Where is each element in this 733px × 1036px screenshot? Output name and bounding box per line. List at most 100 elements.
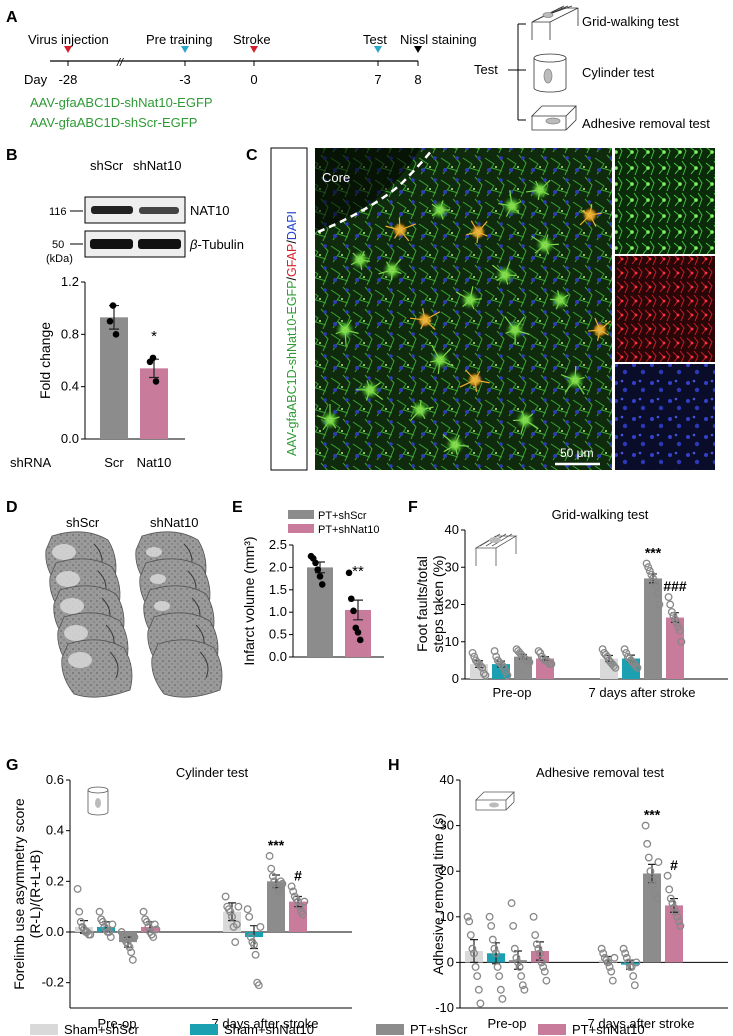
- mw-marker-116: 116: [49, 206, 67, 218]
- y-tick-label: 0.8: [61, 326, 79, 341]
- data-point: [139, 907, 148, 916]
- data-point: [663, 871, 672, 880]
- y-tick-label: 0.6: [46, 772, 64, 787]
- astrocyte-process: [338, 321, 346, 331]
- y-tick-label: 0.4: [46, 823, 64, 838]
- y-tick-label: 0: [447, 954, 454, 969]
- astrocyte-process: [322, 419, 331, 431]
- data-point: [287, 882, 296, 891]
- data-point: [525, 658, 534, 667]
- timeline-event-label: Pre training: [146, 32, 212, 47]
- data-point: [671, 908, 680, 917]
- data-point: [476, 999, 485, 1008]
- data-point: [599, 949, 608, 958]
- data-point: [536, 949, 544, 958]
- astrocyte-process: [521, 410, 526, 421]
- astrocyte-process: [574, 379, 585, 395]
- astrocyte-process: [524, 413, 534, 421]
- bar-pt-shscr: [307, 567, 333, 657]
- astrocyte-process: [419, 409, 426, 419]
- merged-fluorescence-image: Core 50 μm: [315, 148, 612, 470]
- astrocyte-process: [316, 415, 331, 421]
- data-point: [312, 559, 319, 567]
- data-point: [651, 890, 660, 898]
- astrocyte-process: [469, 299, 475, 310]
- astrocyte-process: [596, 329, 601, 341]
- data-point: [300, 897, 309, 906]
- virus-shnat10-label: AAV-gfaABC1D-shNat10-EGFP: [30, 95, 213, 110]
- data-point: [611, 663, 620, 672]
- data-point: [479, 669, 488, 678]
- tubulin-text: -Tubulin: [197, 237, 243, 252]
- astrocyte-process: [469, 286, 474, 301]
- data-point: [146, 358, 154, 366]
- data-point: [671, 615, 679, 624]
- bottom-legend: Sham+shScr Sham+shNat10 PT+shScr PT+shNat10: [30, 1022, 645, 1036]
- timeline-marker-red: [64, 46, 72, 53]
- astrocyte-process: [369, 389, 384, 401]
- legend-label: PT+shNat10: [572, 1022, 645, 1036]
- data-point: [664, 593, 673, 601]
- y-axis-title-line1: Foot faults/total: [414, 556, 430, 652]
- panel-letter-f: F: [408, 499, 418, 516]
- data-point: [645, 567, 654, 575]
- data-point: [73, 884, 82, 893]
- data-point: [487, 921, 496, 930]
- astrocyte-process: [556, 290, 561, 301]
- data-point: [608, 976, 617, 985]
- data-point: [95, 907, 104, 916]
- data-point: [531, 931, 540, 939]
- data-point: [643, 839, 652, 848]
- astrocyte-process: [399, 223, 417, 231]
- error-bar: [470, 939, 478, 963]
- data-point: [515, 963, 524, 971]
- legend-swatch: [288, 524, 314, 533]
- band-label-tubulin: β-Tubulin: [189, 237, 244, 252]
- astrocyte-process: [504, 261, 511, 276]
- bar-pt-shscr: [643, 873, 661, 963]
- legend-swatch: [538, 1024, 566, 1035]
- data-point: [537, 958, 546, 967]
- data-point: [228, 912, 236, 921]
- data-point: [476, 662, 485, 670]
- infarct-area: [56, 571, 80, 587]
- mw-marker-50: 50: [52, 239, 64, 251]
- astrocyte-process: [594, 317, 601, 331]
- timeline-day-value: 0: [250, 72, 257, 87]
- timeline-break: //: [116, 57, 124, 69]
- astrocyte-process: [549, 298, 561, 301]
- data-point: [105, 928, 114, 936]
- astrocyte-process: [474, 379, 490, 384]
- data-point: [644, 853, 653, 862]
- data-point: [597, 944, 606, 953]
- group-label: 7 days after stroke: [589, 685, 696, 700]
- y-tick-label: 10: [445, 634, 459, 649]
- data-point: [254, 981, 263, 990]
- data-point: [314, 566, 322, 573]
- data-point: [106, 933, 115, 942]
- panel-letter-e: E: [232, 499, 243, 516]
- data-point: [654, 858, 663, 867]
- legend-label: Sham+shNat10: [224, 1022, 314, 1036]
- band-label-nat10: NAT10: [190, 203, 230, 218]
- significance-label: #: [670, 857, 678, 873]
- astrocyte-process: [385, 261, 393, 271]
- astrocyte-process: [385, 225, 401, 231]
- band-nat10-scr: [91, 206, 133, 214]
- timeline: // Virus injection -28 Pre training -3 Stroke…: [28, 32, 477, 87]
- data-point: [648, 876, 656, 885]
- brain-ventricle: [199, 651, 209, 679]
- panel-letter-h: H: [388, 757, 400, 774]
- astrocyte-process: [437, 359, 441, 374]
- y-tick-label: 1.2: [61, 274, 79, 289]
- data-point: [109, 302, 117, 309]
- astrocyte-process: [420, 319, 426, 330]
- data-point: [655, 600, 664, 609]
- data-point: [629, 972, 638, 981]
- brain-label-shnat10: shNat10: [150, 515, 198, 530]
- astrocyte-process: [505, 205, 513, 217]
- astrocyte-process: [359, 259, 363, 270]
- data-point: [226, 907, 235, 916]
- astrocyte-process: [564, 379, 576, 393]
- data-point: [510, 944, 519, 953]
